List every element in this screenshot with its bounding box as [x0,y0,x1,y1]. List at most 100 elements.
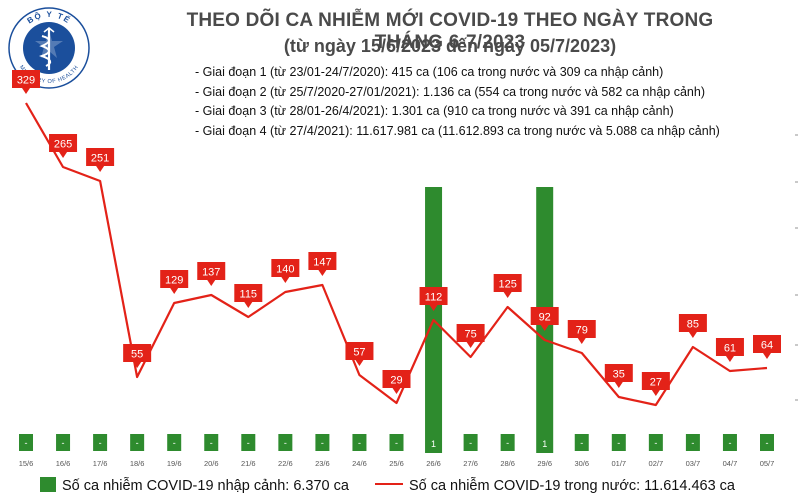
ministry-of-health-logo: BỘ Y TẾ MINISTRY OF HEALTH [6,4,92,96]
bar-label-18/6: - [136,438,139,448]
point-label-29/6: 92 [539,312,551,324]
bar-label-16/6: - [62,438,65,448]
x-tick-24/6: 24/6 [352,459,367,468]
point-label-22/6: 140 [276,264,294,276]
ministry-of-health-emblem-icon: BỘ Y TẾ MINISTRY OF HEALTH [8,7,90,89]
point-label-23/6: 147 [313,257,331,269]
stage-4-summary: - Giai đoạn 4 (từ 27/4/2021): 11.617.981… [195,123,720,138]
x-tick-17/6: 17/6 [93,459,108,468]
bar-04/7 [722,434,737,451]
bar-label-20/6: - [210,438,213,448]
legend-bar-swatch [40,477,56,492]
point-label-25/6: 29 [390,375,402,387]
bar-label-27/6: - [469,438,472,448]
point-callout-21/6 [234,284,263,308]
stage-2-summary: - Giai đoạn 2 (từ 25/7/2020-27/01/2021):… [195,84,705,99]
point-label-04/7: 61 [724,343,736,355]
point-label-05/7: 64 [761,340,773,352]
point-label-26/6: 112 [425,292,443,304]
x-tick-15/6: 15/6 [19,459,34,468]
point-callout-15/6 [12,70,40,94]
point-label-01/7: 35 [613,369,625,381]
x-tick-29/6: 29/6 [537,459,552,468]
point-callout-04/7 [715,338,744,362]
bar-label-19/6: - [173,438,176,448]
point-label-15/6: 329 [17,75,35,87]
legend-line-label: Số ca nhiễm COVID-19 trong nước: 11.614.… [408,478,735,494]
bar-01/7 [611,434,626,451]
x-tick-20/6: 20/6 [204,459,219,468]
right-axis-tick [795,399,798,401]
point-label-02/7: 27 [650,377,662,389]
bar-label-03/7: - [691,438,694,448]
bar-28/6 [500,434,515,451]
point-label-30/6: 79 [576,325,588,337]
chart-title: THEO DÕI CA NHIỄM MỚI COVID-19 THEO NGÀY… [186,10,714,53]
x-tick-19/6: 19/6 [167,459,182,468]
x-tick-30/6: 30/6 [574,459,589,468]
bar-19/6 [167,434,182,451]
right-axis-tick [795,134,798,136]
right-axis-tick [795,294,798,296]
point-callout-05/7 [753,335,781,359]
x-tick-02/7: 02/7 [649,459,664,468]
bar-25/6 [389,434,404,451]
point-callout-28/6 [493,274,522,298]
bar-label-28/6: - [506,438,509,448]
point-callout-25/6 [382,370,411,394]
right-axis-tick [795,227,798,229]
stage-summary-list: - Giai đoạn 1 (từ 23/01-24/7/2020): 415 … [195,63,720,141]
bar-label-05/7: - [766,438,769,448]
x-tick-27/6: 27/6 [463,459,478,468]
point-callout-22/6 [271,259,300,283]
x-tick-16/6: 16/6 [56,459,71,468]
bar-17/6 [93,434,108,451]
bar-label-26/6: 1 [431,439,436,449]
chart-legend: Số ca nhiễm COVID-19 nhập cảnh: 6.370 ca… [40,477,735,494]
bar-23/6 [315,434,330,451]
x-tick-25/6: 25/6 [389,459,404,468]
point-label-27/6: 75 [464,329,476,341]
legend-line-swatch [374,483,403,485]
point-callout-24/6 [345,342,374,366]
point-callout-20/6 [197,262,226,286]
bar-30/6 [574,434,589,451]
right-axis-tick [795,181,798,183]
point-label-18/6: 55 [131,349,143,361]
bar-16/6 [56,434,71,451]
point-callout-03/7 [678,314,707,338]
point-label-20/6: 137 [202,267,220,279]
point-label-17/6: 251 [91,153,109,165]
point-label-03/7: 85 [687,319,699,331]
x-tick-18/6: 18/6 [130,459,145,468]
legend-bar-label: Số ca nhiễm COVID-19 nhập cảnh: 6.370 ca [62,478,349,494]
bar-label-04/7: - [728,438,731,448]
bar-21/6 [241,434,256,451]
bar-27/6 [463,434,478,451]
stage-1-summary: - Giai đoạn 1 (từ 23/01-24/7/2020): 415 … [195,65,664,79]
point-label-19/6: 129 [165,275,183,287]
x-tick-04/7: 04/7 [723,459,738,468]
point-callout-23/6 [308,252,337,276]
bar-label-29/6: 1 [542,439,547,449]
x-tick-21/6: 21/6 [241,459,256,468]
bar-05/7 [760,434,774,451]
chart-subtitle: (từ ngày 15/6/2023 đến ngày 05/7/2023) [283,36,617,56]
bar-02/7 [648,434,663,451]
bar-label-24/6: - [358,438,361,448]
bar-label-23/6: - [321,438,324,448]
bar-15/6 [19,434,33,451]
point-label-16/6: 265 [54,139,72,151]
stage-3-summary: - Giai đoạn 3 (từ 28/01-26/4/2021): 1.30… [195,104,674,118]
point-callout-26/6 [419,287,448,311]
point-callout-01/7 [604,364,633,388]
bar-18/6 [130,434,145,451]
bar-label-22/6: - [284,438,287,448]
bar-24/6 [352,434,367,451]
x-tick-01/7: 01/7 [611,459,626,468]
x-tick-23/6: 23/6 [315,459,330,468]
point-callout-02/7 [641,372,670,396]
x-tick-05/7: 05/7 [760,459,775,468]
point-callout-17/6 [86,148,115,172]
